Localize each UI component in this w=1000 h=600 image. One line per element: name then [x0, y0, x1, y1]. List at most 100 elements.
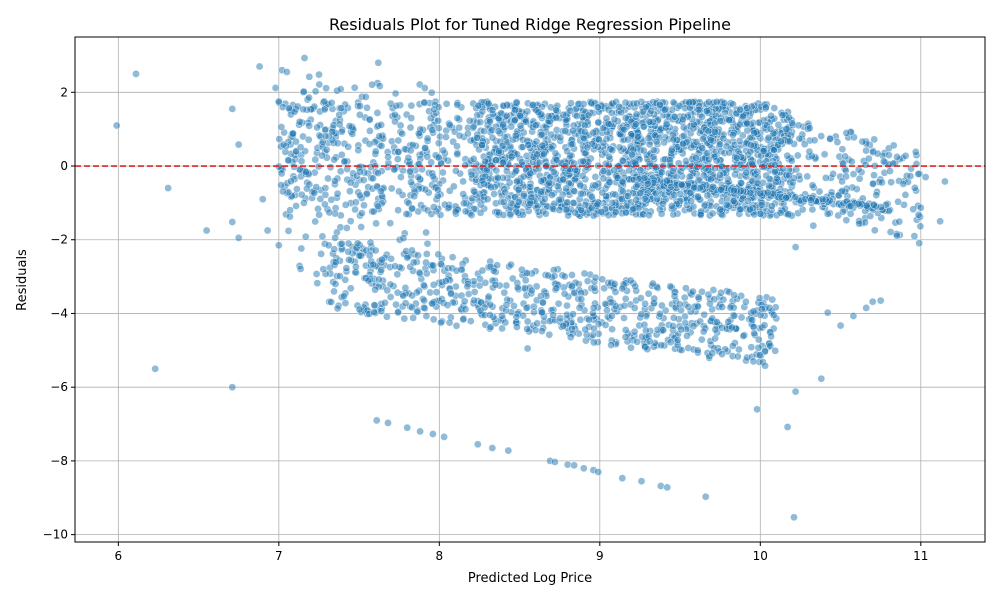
residual-point	[657, 209, 666, 218]
residual-point	[679, 140, 687, 148]
residual-point	[423, 134, 432, 143]
residual-point	[704, 290, 713, 299]
residual-point	[491, 281, 500, 289]
residual-point	[533, 319, 542, 328]
x-axis-ticks: 6 7 8 9 10 11	[115, 542, 928, 563]
residual-point	[747, 141, 755, 150]
residual-point	[372, 219, 380, 228]
residual-point	[366, 115, 374, 124]
residual-point	[434, 185, 442, 194]
residual-point	[344, 239, 353, 248]
residual-point	[728, 342, 737, 350]
residual-point	[321, 184, 330, 192]
residual-point	[393, 155, 402, 163]
residual-point	[315, 70, 323, 79]
residual-point	[790, 513, 798, 522]
residual-point	[341, 275, 350, 284]
residual-point	[460, 199, 468, 208]
residual-point	[849, 312, 858, 320]
residual-point	[394, 136, 403, 145]
residual-point	[735, 137, 744, 145]
residual-point	[318, 151, 326, 160]
residual-point	[255, 62, 264, 71]
residual-point	[725, 148, 734, 157]
residual-point	[500, 288, 509, 297]
residual-point	[667, 146, 676, 155]
residual-point	[400, 314, 409, 323]
residual-point	[537, 187, 546, 196]
residual-point	[516, 121, 525, 130]
residual-point	[568, 140, 577, 148]
residual-point	[317, 250, 325, 258]
residual-point	[631, 158, 639, 167]
residual-point	[641, 299, 649, 308]
residual-point	[473, 133, 482, 142]
residual-point	[419, 281, 428, 290]
residual-point	[331, 280, 340, 288]
residual-point	[406, 146, 415, 155]
residual-point	[893, 153, 901, 161]
residual-point	[392, 300, 400, 309]
residual-point	[759, 147, 768, 155]
residual-point	[659, 199, 667, 208]
residual-point	[747, 343, 756, 352]
residual-point	[394, 308, 402, 317]
residual-point	[640, 174, 649, 182]
residual-point	[284, 156, 293, 165]
residual-point	[373, 109, 382, 117]
residual-point	[356, 102, 364, 110]
residual-point	[772, 174, 781, 183]
residual-point	[711, 334, 720, 343]
residual-point	[620, 301, 629, 310]
residual-point	[473, 440, 482, 449]
residual-point	[901, 151, 910, 160]
residual-point	[765, 304, 774, 312]
residual-point	[437, 318, 445, 327]
residual-point	[563, 198, 572, 207]
residual-point	[630, 327, 639, 336]
residual-point	[366, 127, 374, 135]
residual-point	[319, 265, 328, 274]
residual-point	[815, 187, 824, 196]
residual-point	[911, 148, 920, 156]
residual-point	[414, 173, 423, 182]
residual-point	[381, 298, 389, 307]
residual-point	[289, 129, 297, 138]
residual-point	[313, 279, 322, 288]
residual-point	[537, 292, 545, 300]
residual-point	[563, 460, 572, 469]
residual-point	[861, 160, 870, 169]
residual-point	[766, 342, 775, 350]
residual-point	[656, 482, 665, 490]
residual-point	[470, 187, 479, 196]
residual-point	[320, 105, 329, 114]
residual-point	[336, 167, 345, 176]
residual-point	[529, 101, 538, 109]
residual-point	[621, 326, 630, 334]
residual-point	[301, 232, 310, 241]
residual-point	[408, 291, 417, 300]
residual-point	[870, 226, 879, 235]
residual-point	[356, 167, 364, 176]
residual-point	[374, 169, 382, 177]
residual-point	[490, 190, 498, 198]
residual-point	[488, 133, 497, 142]
residual-point	[591, 181, 600, 190]
residual-point	[422, 269, 431, 278]
residual-point	[760, 321, 769, 330]
residual-point	[747, 102, 756, 111]
residual-point	[410, 192, 419, 201]
residual-point	[544, 271, 553, 280]
residual-point	[452, 167, 460, 175]
residual-point	[305, 93, 313, 102]
residual-point	[669, 313, 678, 322]
residual-point	[164, 184, 172, 192]
residual-point	[346, 217, 355, 225]
residual-point	[618, 284, 627, 293]
residual-point	[618, 177, 627, 186]
residual-point	[532, 137, 541, 146]
residual-point	[501, 318, 510, 327]
residual-point	[886, 167, 894, 175]
residual-point	[480, 127, 488, 135]
residual-point	[639, 146, 648, 155]
